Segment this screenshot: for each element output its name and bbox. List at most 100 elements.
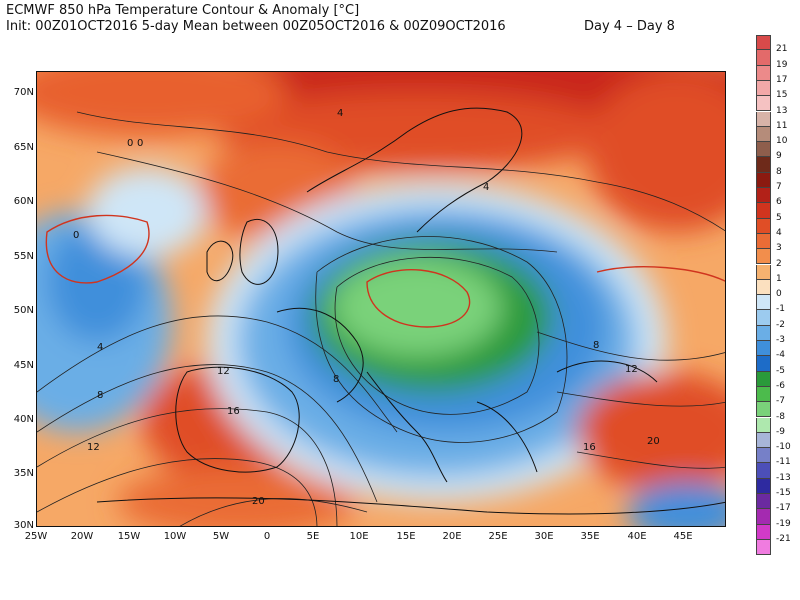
anomaly-map: 0 0 4 4 8 12 12 16 20 4 8 12 16 20 8 0 xyxy=(36,71,726,527)
lat-label: 60N xyxy=(13,196,34,207)
colorbar-label: -17 xyxy=(776,503,791,514)
lat-label: 55N xyxy=(13,251,34,262)
colorbar-swatch xyxy=(756,463,771,479)
colorbar-label: 2 xyxy=(776,258,782,269)
colorbar-label: 8 xyxy=(776,166,782,177)
lon-label: 15W xyxy=(117,531,141,542)
colorbar-swatch xyxy=(756,157,771,173)
anomaly-field xyxy=(37,72,725,526)
contour-label: 8 xyxy=(593,340,599,351)
lon-label: 10W xyxy=(163,531,187,542)
colorbar-label: 19 xyxy=(776,59,788,70)
zero-anomaly-contours xyxy=(45,214,725,328)
colorbar-swatch xyxy=(756,417,771,433)
lon-label: 10E xyxy=(349,531,369,542)
colorbar-swatch xyxy=(756,50,771,66)
colorbar-label: -2 xyxy=(776,319,785,330)
lat-label: 30N xyxy=(13,520,34,531)
colorbar-label: 0 xyxy=(776,289,782,300)
contour-label: 4 xyxy=(97,342,103,353)
lon-label: 30E xyxy=(534,531,554,542)
colorbar-swatch xyxy=(756,172,771,188)
colorbar-swatch xyxy=(756,432,771,449)
lon-label: 40E xyxy=(627,531,647,542)
lat-label: 50N xyxy=(13,305,34,316)
colorbar-label: 21 xyxy=(776,44,788,55)
colorbar-label: 1 xyxy=(776,273,782,284)
colorbar-swatch xyxy=(756,126,771,143)
colorbar-swatch xyxy=(756,295,771,311)
colorbar-swatch xyxy=(756,310,771,326)
colorbar-swatch xyxy=(756,111,771,127)
contour-label: 0 xyxy=(127,138,133,149)
colorbar-label: -15 xyxy=(776,488,791,498)
lon-label: 0 xyxy=(263,531,271,542)
colorbar-swatch xyxy=(756,35,771,51)
anomaly-map-svg: 0 0 4 4 8 12 12 16 20 4 8 12 16 20 8 0 xyxy=(37,72,725,526)
temperature-contours xyxy=(37,111,725,526)
contour-label: 8 xyxy=(97,390,103,401)
colorbar-label: 13 xyxy=(776,105,788,116)
colorbar-swatch xyxy=(756,494,771,510)
lat-label: 35N xyxy=(13,468,34,479)
colorbar-label: 9 xyxy=(776,151,782,162)
chart-title: ECMWF 850 hPa Temperature Contour & Anom… xyxy=(6,3,360,18)
colorbar-swatch xyxy=(756,279,771,296)
colorbar-label: -6 xyxy=(776,380,785,391)
colorbar-label: 4 xyxy=(776,227,782,238)
colorbar-label: -4 xyxy=(776,350,785,361)
forecast-days: Day 4 – Day 8 xyxy=(584,19,675,34)
colorbar-swatch xyxy=(756,448,771,464)
colorbar-swatch xyxy=(756,80,771,97)
colorbar-swatch xyxy=(756,509,771,525)
colorbar-swatch xyxy=(756,203,771,219)
colorbar-swatch xyxy=(756,402,771,418)
contour-label: 4 xyxy=(483,182,489,193)
colorbar-label: 3 xyxy=(776,243,782,254)
colorbar-label: -19 xyxy=(776,518,791,529)
lon-label: 45E xyxy=(673,531,693,542)
lon-label: 5W xyxy=(212,531,230,542)
colorbar-swatch xyxy=(756,188,771,204)
colorbar-swatch xyxy=(756,478,771,494)
contour-label: 16 xyxy=(583,442,596,453)
colorbar-label: -10 xyxy=(776,442,791,453)
colorbar-label: 10 xyxy=(776,136,788,147)
colorbar-label: 7 xyxy=(776,182,782,192)
lon-label: 5E xyxy=(306,531,320,542)
lat-label: 40N xyxy=(13,414,34,425)
colorbar-label: 11 xyxy=(776,120,788,131)
colorbar-swatch xyxy=(756,356,771,372)
colorbar-swatch xyxy=(756,249,771,265)
contour-label: 12 xyxy=(625,364,638,375)
colorbar-swatch xyxy=(756,65,771,81)
colorbar-swatch xyxy=(756,371,771,387)
contour-label: 4 xyxy=(337,108,343,119)
colorbar-swatch xyxy=(756,386,771,403)
colorbar-label: 5 xyxy=(776,212,782,223)
lat-label: 70N xyxy=(13,87,34,98)
lat-label: 65N xyxy=(13,142,34,153)
colorbar-label: 6 xyxy=(776,197,782,208)
colorbar-label: -1 xyxy=(776,304,785,315)
contour-label: 8 xyxy=(333,374,339,385)
colorbar-swatch xyxy=(756,142,771,158)
lat-label: 45N xyxy=(13,360,34,371)
colorbar-swatch xyxy=(756,233,771,250)
colorbar-label: -9 xyxy=(776,426,785,437)
colorbar-label: 17 xyxy=(776,74,788,85)
colorbar-swatch xyxy=(756,341,771,357)
contour-label: 20 xyxy=(252,496,265,507)
colorbar-label: -11 xyxy=(776,457,791,468)
lon-label: 20W xyxy=(70,531,94,542)
lon-label: 25W xyxy=(24,531,48,542)
colorbar-label: -13 xyxy=(776,472,791,483)
colorbar-swatch xyxy=(756,524,771,540)
colorbar-swatch xyxy=(756,539,771,556)
colorbar-swatch xyxy=(756,96,771,112)
colorbar-label: -5 xyxy=(776,365,785,376)
colorbar-label: -8 xyxy=(776,411,785,422)
colorbar-label: -3 xyxy=(776,335,785,345)
contour-label-group: 0 0 4 4 8 12 12 16 20 4 8 12 16 20 8 0 xyxy=(73,108,660,507)
coastlines xyxy=(96,107,725,515)
